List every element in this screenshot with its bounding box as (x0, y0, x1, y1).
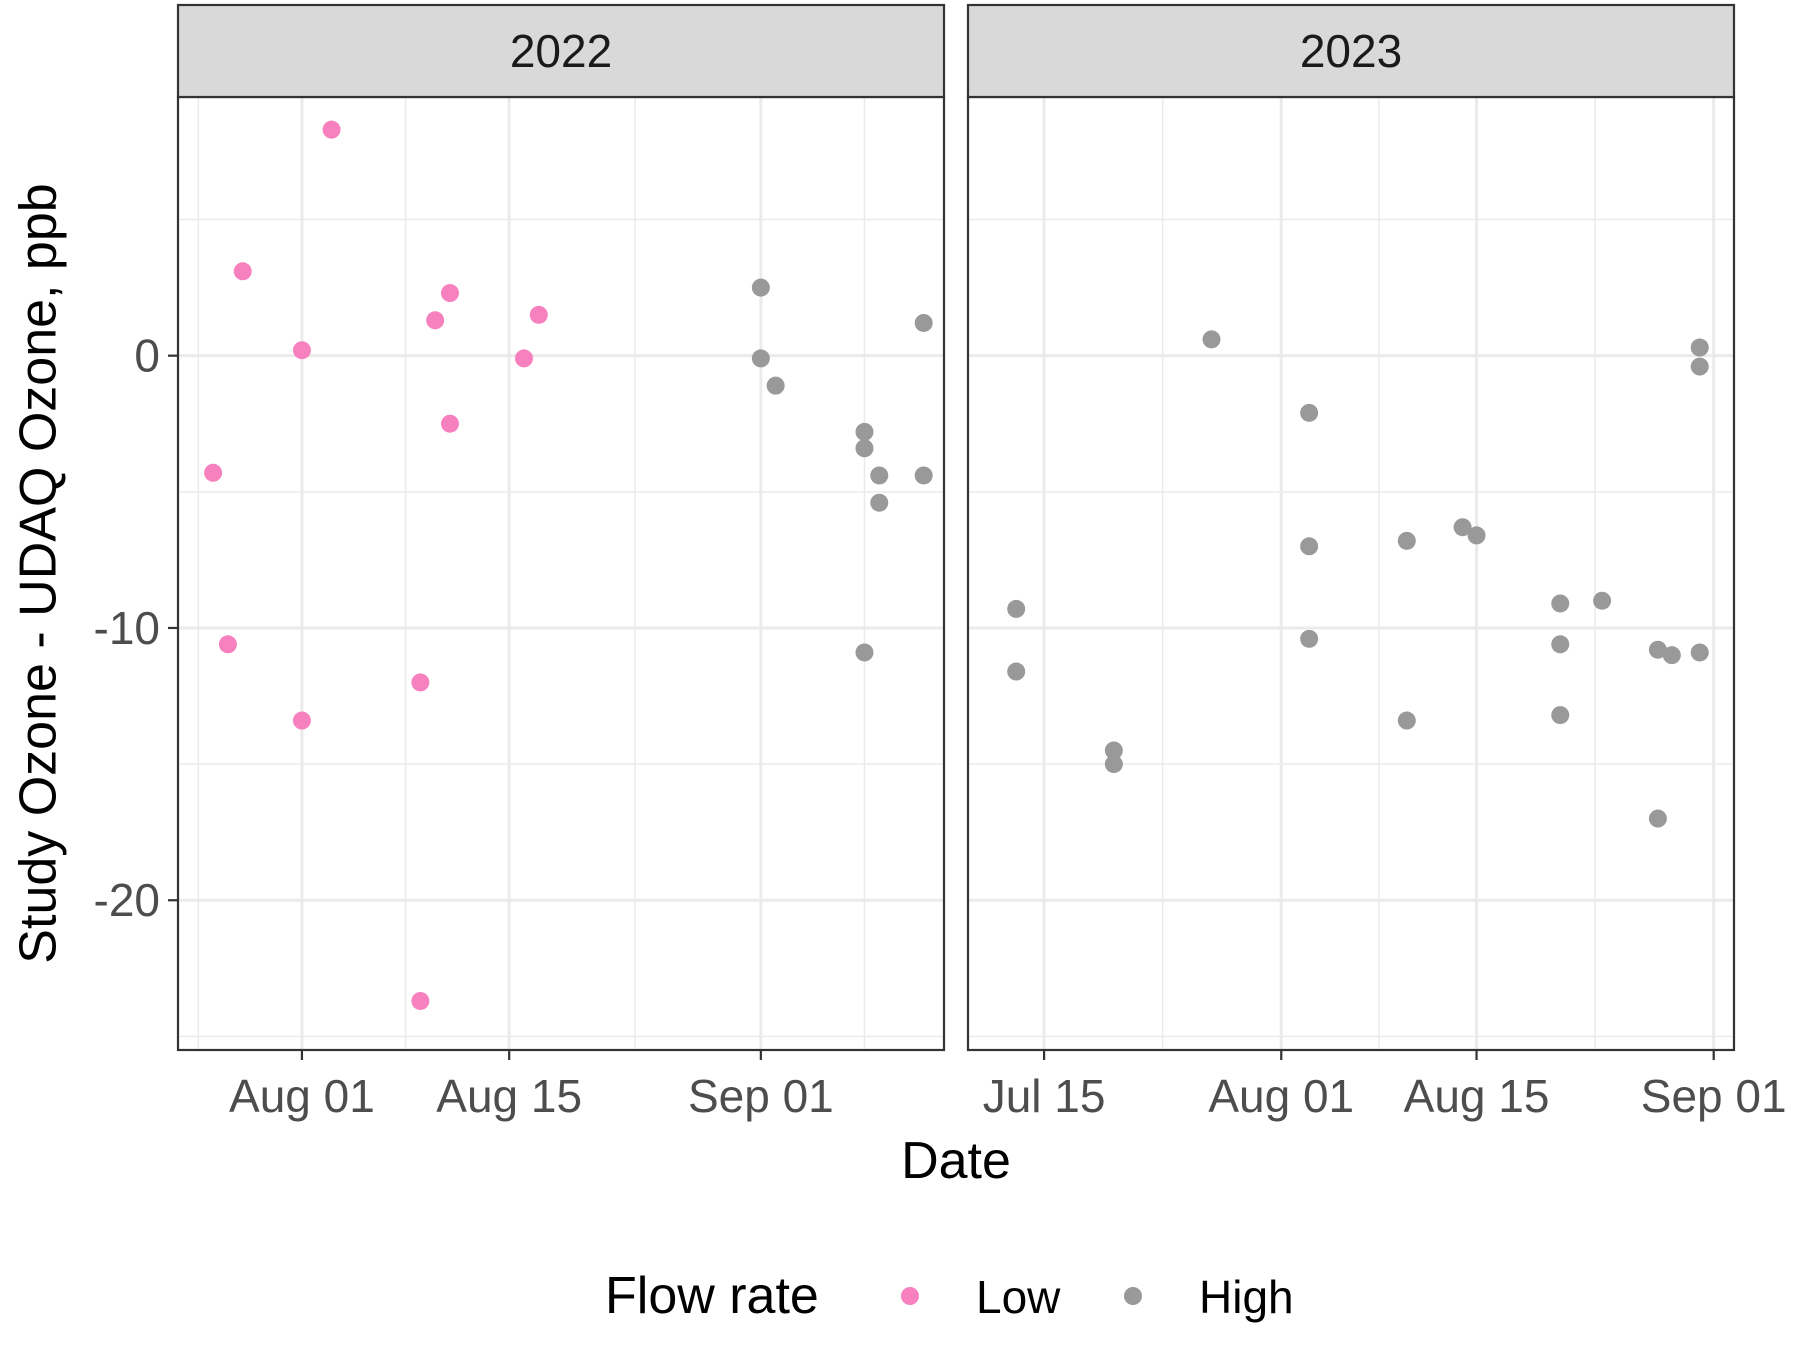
legend-item-high: High (1124, 1271, 1294, 1323)
legend-label: Low (976, 1271, 1061, 1323)
data-point (751, 278, 770, 297)
data-point (855, 643, 874, 662)
panel-background (178, 97, 944, 1050)
data-point (914, 313, 933, 332)
facet-strip (966, 3, 1736, 99)
x-axis-title: Date (901, 1132, 1011, 1190)
data-point (1104, 755, 1123, 774)
data-point (1202, 330, 1221, 349)
y-axis: 0 -10 -20 (94, 330, 178, 926)
data-point (1648, 809, 1667, 828)
legend-title: Flow rate (605, 1267, 819, 1325)
data-point (1397, 531, 1416, 550)
data-point (440, 284, 459, 303)
x-tick-label: Aug 15 (1404, 1070, 1550, 1122)
facet-strip (176, 3, 946, 99)
legend-item-low: Low (901, 1271, 1061, 1323)
data-point (1551, 635, 1570, 654)
data-point (529, 305, 548, 324)
y-tick-label: -20 (94, 874, 160, 926)
data-point (1662, 646, 1681, 665)
data-point (322, 120, 341, 139)
series-low (204, 120, 548, 1010)
x-tick-label: Aug 01 (229, 1070, 375, 1122)
legend-key (901, 1287, 919, 1305)
y-axis-title: Study Ozone - UDAQ Ozone, ppb (10, 183, 68, 963)
data-point (751, 349, 770, 368)
data-point (1690, 357, 1709, 376)
data-point (1690, 338, 1709, 357)
data-point (1300, 537, 1319, 556)
x-tick-label: Aug 01 (1208, 1070, 1354, 1122)
x-tick-label: Sep 01 (688, 1070, 834, 1122)
series-high (1007, 330, 1709, 828)
data-point (292, 711, 311, 730)
data-point (292, 341, 311, 360)
data-point (1690, 643, 1709, 662)
facet-strip-label: 2023 (1300, 25, 1402, 77)
data-point (870, 493, 889, 512)
data-point (1551, 706, 1570, 725)
data-point (440, 414, 459, 433)
data-point (1648, 640, 1667, 659)
y-tick-label: 0 (134, 330, 160, 382)
legend: Flow rate Low High (605, 1267, 1294, 1325)
y-tick-label: -10 (94, 602, 160, 654)
data-point (855, 439, 874, 458)
facet-strip-label: 2022 (510, 25, 612, 77)
data-point (1300, 403, 1319, 422)
x-tick-label: Jul 15 (983, 1070, 1106, 1122)
data-point (1007, 599, 1026, 618)
data-point (204, 463, 223, 482)
data-point (870, 466, 889, 485)
data-point (1453, 518, 1472, 537)
data-point (914, 466, 933, 485)
panel-2023: Jul 15 Aug 01 Aug 15 Sep 01 2023 (966, 3, 1787, 1122)
data-point (1467, 526, 1486, 545)
panels: Aug 01 Aug 15 Sep 01 2022 Jul 15 Aug 01 Aug 15… (176, 3, 1787, 1122)
data-point (1007, 662, 1026, 681)
data-point (855, 422, 874, 441)
x-tick-label: Sep 01 (1641, 1070, 1787, 1122)
data-point (233, 262, 252, 281)
x-tick-label: Aug 15 (436, 1070, 582, 1122)
data-point (1551, 594, 1570, 613)
legend-label: High (1199, 1271, 1294, 1323)
data-point (1397, 711, 1416, 730)
data-point (514, 349, 533, 368)
data-point (1593, 591, 1612, 610)
data-point (1104, 741, 1123, 760)
data-point (426, 311, 445, 330)
legend-key (1124, 1287, 1142, 1305)
data-point (218, 635, 237, 654)
data-point (766, 376, 785, 395)
panel-2022: Aug 01 Aug 15 Sep 01 2022 (176, 3, 946, 1122)
data-point (411, 673, 430, 692)
panel-background (968, 97, 1734, 1050)
data-point (411, 991, 430, 1010)
series-high (751, 278, 933, 662)
data-point (1300, 629, 1319, 648)
